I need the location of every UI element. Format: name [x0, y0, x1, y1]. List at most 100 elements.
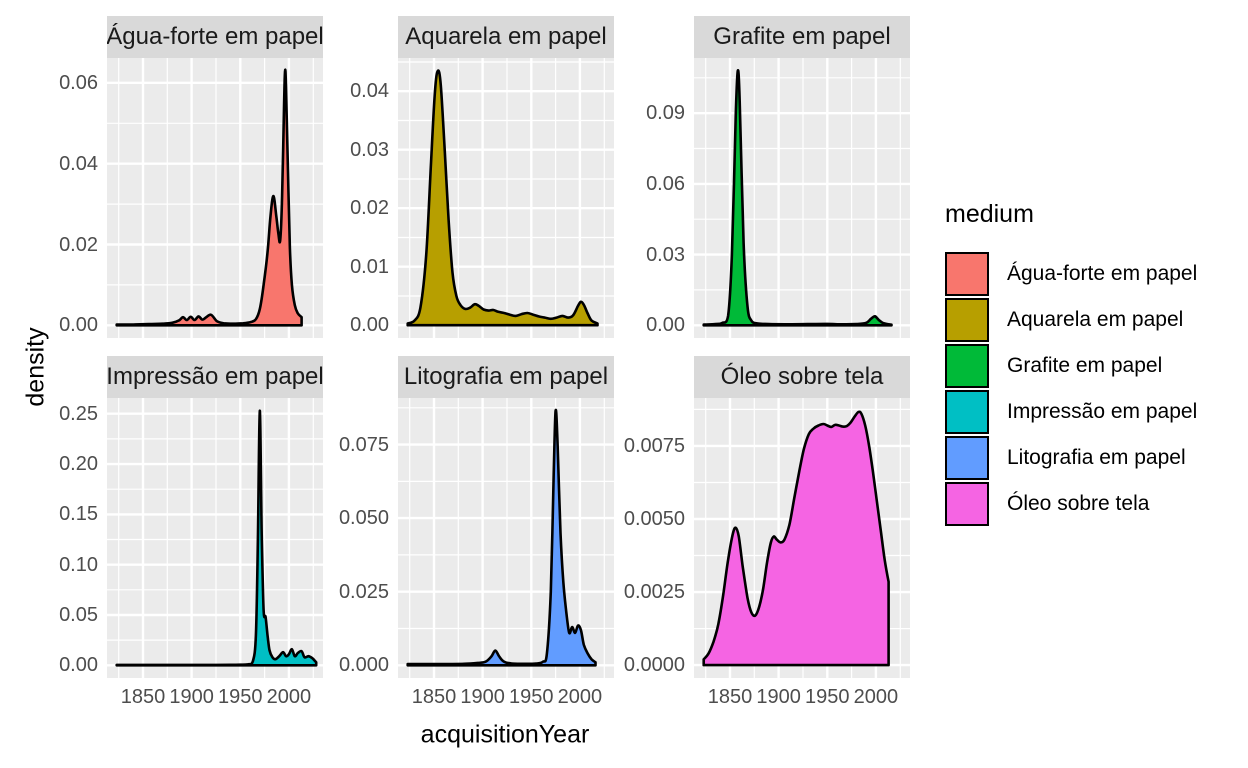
facet-strip: Aquarela em papel — [398, 16, 614, 58]
x-tick-mark — [729, 678, 731, 684]
y-tick-label: 0.00 — [350, 314, 389, 337]
legend-key-swatch — [945, 482, 989, 526]
x-tick-mark — [191, 678, 193, 684]
y-tick-label: 0.02 — [59, 233, 98, 256]
x-tick-label: 1850 — [120, 686, 166, 708]
facet-panel — [694, 58, 910, 338]
y-tick-mark — [101, 82, 107, 84]
y-tick-label: 0.025 — [338, 580, 389, 603]
facet-strip-label: Litografia em papel — [403, 363, 609, 390]
facet-panel — [398, 398, 614, 678]
y-tick-label: 0.10 — [59, 553, 98, 576]
facet-strip: Óleo sobre tela — [694, 356, 910, 398]
legend-entry: Litografia em papel — [945, 436, 1245, 480]
legend-entry: Água-forte em papel — [945, 252, 1245, 296]
facet-strip-label: Óleo sobre tela — [720, 363, 884, 390]
x-tick-label: 1850 — [411, 686, 457, 708]
facet-panel — [107, 398, 323, 678]
x-tick-label: 1900 — [169, 686, 214, 708]
y-tick-mark — [688, 324, 694, 326]
legend-key-swatch — [945, 298, 989, 342]
y-tick-mark — [101, 564, 107, 566]
x-tick-label: 1950 — [218, 686, 263, 708]
y-axis-title: density — [21, 327, 50, 407]
y-tick-mark — [688, 518, 694, 520]
y-tick-label: 0.03 — [646, 243, 685, 266]
y-tick-mark — [392, 591, 398, 593]
y-tick-label: 0.01 — [350, 255, 389, 278]
y-tick-mark — [392, 149, 398, 151]
legend-entry-label: Água-forte em papel — [1007, 262, 1198, 285]
facet-strip-label: Impressão em papel — [107, 363, 323, 390]
x-tick-mark — [875, 678, 877, 684]
facet-panel — [694, 398, 910, 678]
y-tick-mark — [101, 513, 107, 515]
x-tick-label: 1950 — [805, 686, 850, 708]
y-tick-mark — [688, 445, 694, 447]
panel-background — [107, 398, 323, 678]
legend-entry-label: Impressão em papel — [1007, 400, 1198, 423]
y-tick-label: 0.04 — [59, 152, 98, 175]
y-tick-mark — [101, 324, 107, 326]
facet-strip: Grafite em papel — [694, 16, 910, 58]
y-tick-mark — [101, 163, 107, 165]
x-tick-mark — [239, 678, 241, 684]
legend-key-swatch — [945, 390, 989, 434]
x-tick-mark — [482, 678, 484, 684]
y-tick-label: 0.050 — [338, 507, 389, 530]
facet-strip: Litografia em papel — [398, 356, 614, 398]
y-tick-label: 0.20 — [59, 453, 98, 476]
y-tick-mark — [392, 517, 398, 519]
y-tick-mark — [392, 664, 398, 666]
y-tick-mark — [101, 244, 107, 246]
y-tick-label: 0.04 — [350, 80, 389, 103]
y-tick-label: 0.15 — [59, 503, 98, 526]
legend-entry-label: Óleo sobre tela — [1007, 492, 1150, 515]
y-tick-mark — [688, 112, 694, 114]
facet-strip-label: Aquarela em papel — [405, 23, 607, 50]
density-curve — [702, 68, 893, 327]
facet-strip-label: Grafite em papel — [713, 23, 891, 50]
legend-entry: Grafite em papel — [945, 344, 1245, 388]
facet-panel — [398, 58, 614, 338]
y-tick-label: 0.0075 — [623, 434, 685, 457]
y-tick-label: 0.000 — [338, 654, 389, 677]
y-tick-mark — [392, 444, 398, 446]
y-tick-label: 0.0025 — [623, 581, 685, 604]
y-tick-label: 0.0050 — [623, 508, 685, 530]
y-tick-mark — [392, 266, 398, 268]
y-tick-mark — [101, 463, 107, 465]
y-tick-label: 0.02 — [350, 197, 389, 220]
y-tick-label: 0.06 — [646, 172, 685, 195]
y-tick-mark — [392, 90, 398, 92]
legend-entry-label: Litografia em papel — [1007, 446, 1186, 469]
x-tick-mark — [142, 678, 144, 684]
y-tick-label: 0.25 — [59, 402, 98, 425]
x-tick-label: 1950 — [509, 686, 554, 708]
panel-background — [694, 58, 910, 338]
density-curve — [115, 68, 303, 327]
density-curve — [406, 408, 597, 667]
y-tick-label: 0.00 — [59, 314, 98, 337]
facet-strip-label: Água-forte em papel — [107, 23, 323, 50]
legend-entry: Aquarela em papel — [945, 298, 1245, 342]
legend-entry: Óleo sobre tela — [945, 482, 1245, 526]
x-tick-label: 1900 — [756, 686, 801, 708]
legend-entry-label: Aquarela em papel — [1007, 308, 1184, 331]
legend-title: medium — [945, 200, 1034, 228]
density-curve — [702, 410, 890, 667]
legend-entry: Impressão em papel — [945, 390, 1245, 434]
facet-strip: Impressão em papel — [107, 356, 323, 398]
x-tick-mark — [433, 678, 435, 684]
density-curve — [406, 69, 599, 327]
x-tick-label: 2000 — [266, 686, 312, 708]
y-tick-label: 0.00 — [59, 654, 98, 677]
x-tick-mark — [778, 678, 780, 684]
legend-key-swatch — [945, 344, 989, 388]
y-tick-label: 0.00 — [646, 314, 685, 337]
x-tick-label: 2000 — [853, 686, 899, 708]
y-tick-mark — [688, 664, 694, 666]
x-tick-mark — [288, 678, 290, 684]
y-tick-label: 0.06 — [59, 71, 98, 94]
